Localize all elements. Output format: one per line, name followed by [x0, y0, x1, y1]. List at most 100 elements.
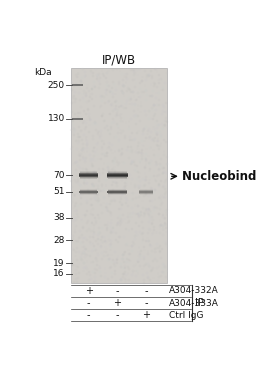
Point — [85, 140, 89, 146]
Point — [163, 169, 167, 175]
Point — [111, 196, 115, 201]
Point — [154, 162, 158, 168]
Point — [161, 261, 165, 267]
Point — [108, 256, 112, 262]
Point — [129, 247, 133, 253]
Point — [88, 152, 92, 157]
Point — [74, 80, 78, 86]
Point — [100, 67, 104, 73]
Point — [89, 201, 93, 207]
Point — [96, 236, 100, 242]
Point — [70, 233, 74, 239]
Point — [83, 119, 87, 125]
Point — [111, 218, 115, 224]
Point — [107, 87, 111, 93]
Point — [80, 251, 84, 257]
Point — [148, 279, 152, 285]
Point — [165, 124, 169, 130]
Point — [100, 166, 104, 171]
Point — [78, 234, 82, 240]
Point — [151, 146, 155, 152]
Point — [144, 269, 148, 275]
Point — [148, 215, 152, 221]
Point — [78, 97, 82, 103]
Point — [81, 108, 85, 113]
Point — [148, 268, 152, 273]
Point — [164, 115, 168, 121]
Point — [78, 77, 82, 83]
Point — [131, 72, 135, 77]
Point — [160, 225, 164, 231]
Point — [90, 182, 94, 188]
Point — [110, 197, 114, 203]
Point — [90, 182, 94, 188]
Point — [141, 206, 145, 211]
Point — [112, 249, 116, 255]
Point — [93, 255, 98, 261]
Point — [136, 146, 140, 152]
Point — [108, 201, 112, 207]
Point — [74, 81, 78, 87]
Point — [159, 140, 163, 146]
Point — [126, 85, 130, 91]
Point — [98, 81, 102, 87]
Point — [105, 99, 110, 105]
Point — [83, 196, 87, 202]
Point — [120, 82, 124, 88]
Point — [143, 154, 147, 160]
Point — [142, 177, 146, 182]
Point — [69, 80, 73, 86]
Point — [128, 266, 132, 272]
Point — [149, 248, 153, 254]
Point — [117, 113, 121, 119]
Point — [116, 124, 120, 130]
Point — [142, 126, 146, 131]
Point — [141, 254, 145, 259]
Point — [143, 182, 147, 188]
Point — [103, 239, 107, 245]
Point — [151, 275, 155, 280]
Point — [158, 162, 162, 168]
Point — [88, 253, 92, 259]
Point — [89, 228, 93, 233]
Point — [111, 93, 115, 99]
Point — [153, 110, 157, 116]
Point — [145, 197, 149, 203]
Point — [84, 141, 88, 146]
Point — [145, 113, 150, 119]
Point — [137, 182, 141, 188]
Text: -: - — [115, 310, 119, 320]
Point — [103, 222, 107, 228]
Point — [145, 248, 150, 254]
Point — [148, 115, 152, 121]
Point — [151, 123, 155, 129]
Point — [74, 95, 78, 101]
Point — [134, 96, 138, 102]
Point — [82, 264, 86, 270]
Point — [94, 218, 98, 224]
Point — [143, 174, 147, 179]
Point — [146, 218, 151, 224]
Point — [134, 195, 138, 200]
Point — [87, 129, 91, 135]
Point — [84, 84, 88, 90]
Point — [113, 171, 117, 177]
Point — [165, 161, 169, 167]
Point — [76, 261, 80, 266]
Point — [121, 270, 125, 276]
Point — [105, 276, 109, 281]
Point — [162, 263, 166, 269]
Point — [113, 271, 117, 277]
Point — [122, 216, 126, 222]
Point — [106, 173, 110, 179]
Point — [79, 128, 83, 134]
Point — [129, 176, 133, 182]
Point — [92, 247, 96, 253]
Point — [163, 221, 167, 227]
Point — [88, 211, 92, 217]
Point — [109, 229, 113, 235]
Point — [99, 183, 103, 189]
Point — [94, 74, 99, 80]
Point — [101, 141, 105, 146]
Point — [106, 168, 111, 174]
